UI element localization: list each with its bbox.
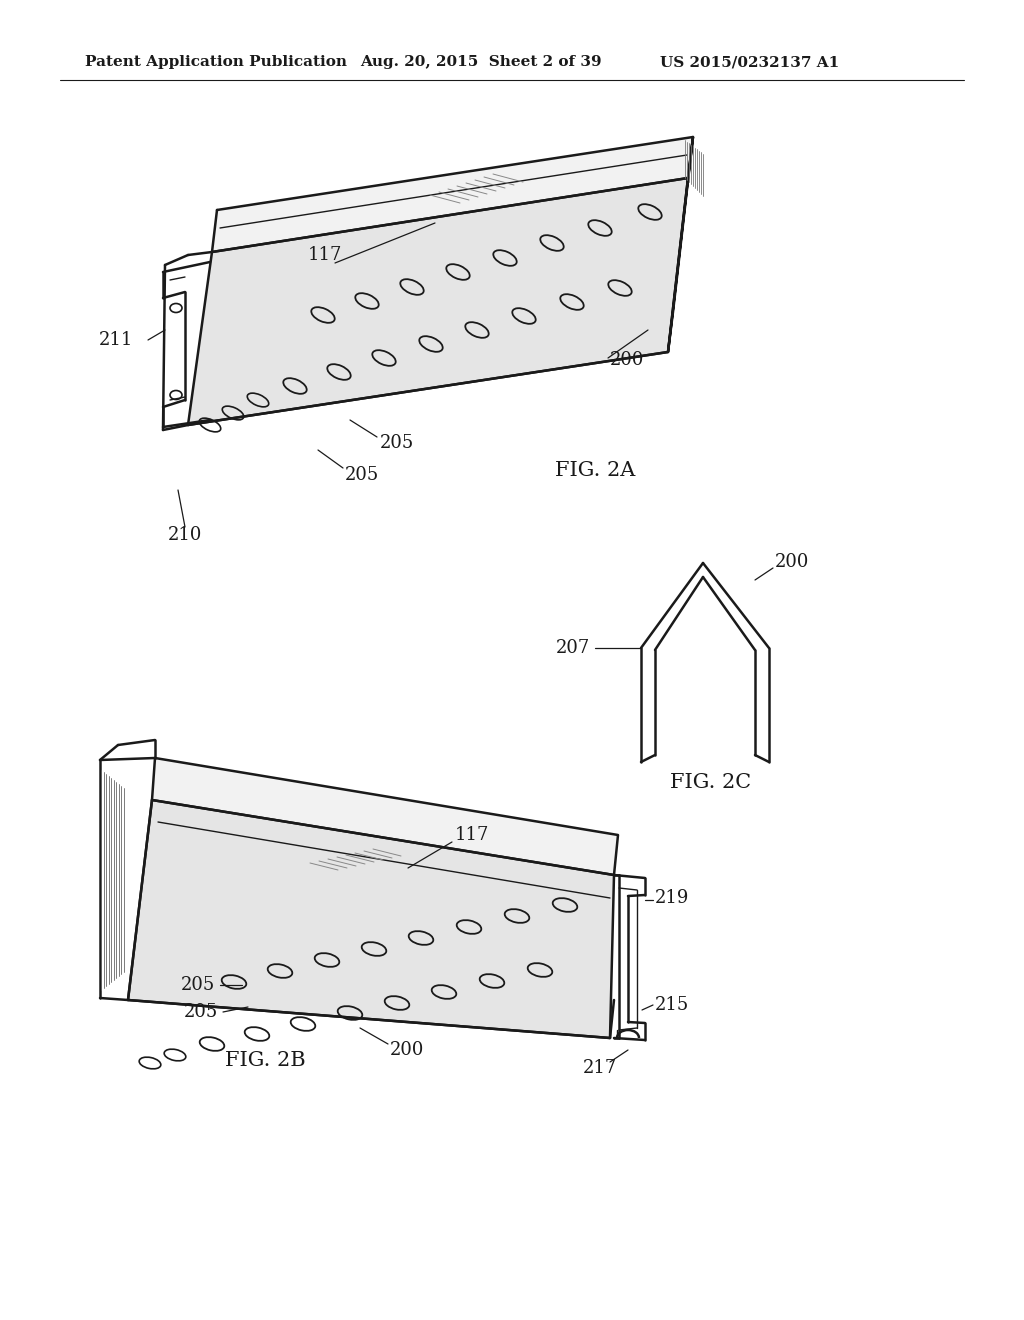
Text: 200: 200: [610, 351, 644, 370]
Text: 211: 211: [98, 331, 133, 348]
Polygon shape: [188, 178, 688, 425]
Text: Patent Application Publication: Patent Application Publication: [85, 55, 347, 69]
Polygon shape: [152, 758, 618, 875]
Text: 205: 205: [181, 975, 215, 994]
Text: FIG. 2B: FIG. 2B: [225, 1051, 305, 1069]
Text: FIG. 2A: FIG. 2A: [555, 461, 635, 479]
Text: 215: 215: [655, 997, 689, 1014]
Text: 207: 207: [556, 639, 590, 657]
Text: US 2015/0232137 A1: US 2015/0232137 A1: [660, 55, 840, 69]
Polygon shape: [212, 137, 693, 252]
Text: 205: 205: [380, 434, 415, 451]
Text: 117: 117: [455, 826, 489, 843]
Text: 205: 205: [345, 466, 379, 484]
Polygon shape: [128, 800, 614, 1038]
Text: 200: 200: [390, 1041, 424, 1059]
Text: FIG. 2C: FIG. 2C: [670, 774, 752, 792]
Text: 205: 205: [183, 1003, 218, 1020]
Text: 217: 217: [583, 1059, 617, 1077]
Text: 200: 200: [775, 553, 809, 572]
Text: 117: 117: [308, 246, 342, 264]
Text: 210: 210: [168, 525, 203, 544]
Text: Aug. 20, 2015  Sheet 2 of 39: Aug. 20, 2015 Sheet 2 of 39: [360, 55, 602, 69]
Polygon shape: [668, 137, 693, 352]
Text: 219: 219: [655, 888, 689, 907]
